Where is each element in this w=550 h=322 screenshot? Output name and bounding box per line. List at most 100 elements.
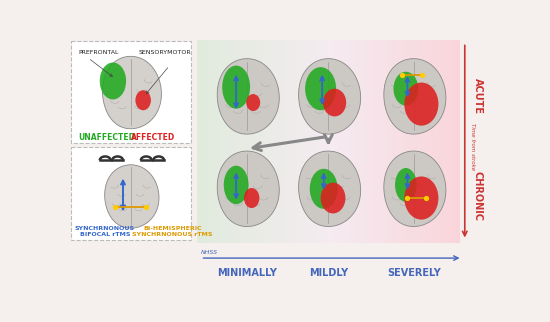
Bar — [342, 40, 344, 243]
Bar — [362, 40, 365, 243]
Text: CHRONIC: CHRONIC — [473, 172, 483, 222]
Polygon shape — [217, 59, 279, 134]
Bar — [344, 40, 347, 243]
Text: UNAFFECTED: UNAFFECTED — [78, 133, 135, 142]
Text: Time from stroke: Time from stroke — [470, 123, 475, 170]
Bar — [297, 40, 299, 243]
Bar — [389, 40, 392, 243]
Bar — [318, 40, 321, 243]
Bar — [323, 40, 326, 243]
Bar — [360, 40, 362, 243]
Bar — [408, 40, 410, 243]
Bar — [394, 40, 397, 243]
Bar — [305, 40, 307, 243]
FancyBboxPatch shape — [71, 41, 191, 143]
Bar — [260, 40, 262, 243]
Bar — [262, 40, 265, 243]
Bar — [336, 40, 339, 243]
Bar — [421, 40, 424, 243]
Bar — [205, 40, 207, 243]
Bar — [392, 40, 394, 243]
Bar — [197, 40, 199, 243]
Bar — [424, 40, 426, 243]
Bar — [249, 40, 252, 243]
Polygon shape — [299, 151, 361, 226]
Bar — [202, 40, 205, 243]
Bar — [339, 40, 342, 243]
Bar — [449, 40, 452, 243]
Bar — [402, 40, 405, 243]
Bar — [210, 40, 212, 243]
Polygon shape — [384, 151, 446, 226]
Ellipse shape — [100, 62, 126, 99]
Bar — [328, 40, 331, 243]
Ellipse shape — [244, 188, 260, 208]
Polygon shape — [102, 56, 161, 129]
Bar — [276, 40, 278, 243]
Bar — [302, 40, 305, 243]
Bar — [289, 40, 292, 243]
Bar — [399, 40, 402, 243]
Bar — [373, 40, 376, 243]
Bar — [452, 40, 455, 243]
Bar — [281, 40, 284, 243]
Polygon shape — [299, 59, 361, 134]
Bar — [321, 40, 323, 243]
Bar — [252, 40, 255, 243]
Bar — [278, 40, 281, 243]
Bar — [371, 40, 373, 243]
Bar — [458, 40, 460, 243]
Bar — [207, 40, 210, 243]
Ellipse shape — [404, 176, 438, 220]
Bar — [349, 40, 352, 243]
Bar — [268, 40, 271, 243]
Bar — [212, 40, 215, 243]
Bar — [221, 40, 223, 243]
Bar — [307, 40, 310, 243]
Bar — [236, 40, 239, 243]
Text: NHSS: NHSS — [201, 250, 218, 255]
Bar — [244, 40, 247, 243]
Bar — [428, 40, 431, 243]
Ellipse shape — [404, 82, 438, 126]
Text: SEVERELY: SEVERELY — [387, 269, 441, 279]
Ellipse shape — [305, 67, 336, 110]
Bar — [368, 40, 371, 243]
Bar — [415, 40, 418, 243]
Bar — [386, 40, 389, 243]
Bar — [241, 40, 244, 243]
Bar — [412, 40, 415, 243]
Polygon shape — [384, 59, 446, 134]
Polygon shape — [217, 151, 279, 226]
Bar — [358, 40, 360, 243]
Bar — [223, 40, 226, 243]
Bar — [405, 40, 408, 243]
Bar — [331, 40, 334, 243]
FancyBboxPatch shape — [71, 147, 191, 240]
Bar — [234, 40, 236, 243]
Bar — [444, 40, 447, 243]
Ellipse shape — [393, 72, 418, 106]
Bar — [381, 40, 384, 243]
Ellipse shape — [323, 89, 346, 117]
Bar — [239, 40, 241, 243]
Text: SENSORYMOTOR: SENSORYMOTOR — [139, 50, 191, 55]
Bar — [284, 40, 286, 243]
Bar — [426, 40, 428, 243]
Text: ACUTE: ACUTE — [473, 78, 483, 114]
Bar — [365, 40, 368, 243]
Ellipse shape — [246, 94, 260, 111]
Ellipse shape — [135, 90, 151, 110]
Bar — [199, 40, 202, 243]
Bar — [439, 40, 442, 243]
Bar — [299, 40, 302, 243]
Text: SYNCHRNONOUS
BIFOCAL rTMS: SYNCHRNONOUS BIFOCAL rTMS — [75, 226, 135, 237]
Bar — [378, 40, 381, 243]
Bar — [384, 40, 386, 243]
Bar — [294, 40, 297, 243]
Bar — [265, 40, 268, 243]
Text: PREFRONTAL: PREFRONTAL — [78, 50, 119, 55]
Bar — [292, 40, 294, 243]
Bar — [431, 40, 434, 243]
Bar — [312, 40, 315, 243]
